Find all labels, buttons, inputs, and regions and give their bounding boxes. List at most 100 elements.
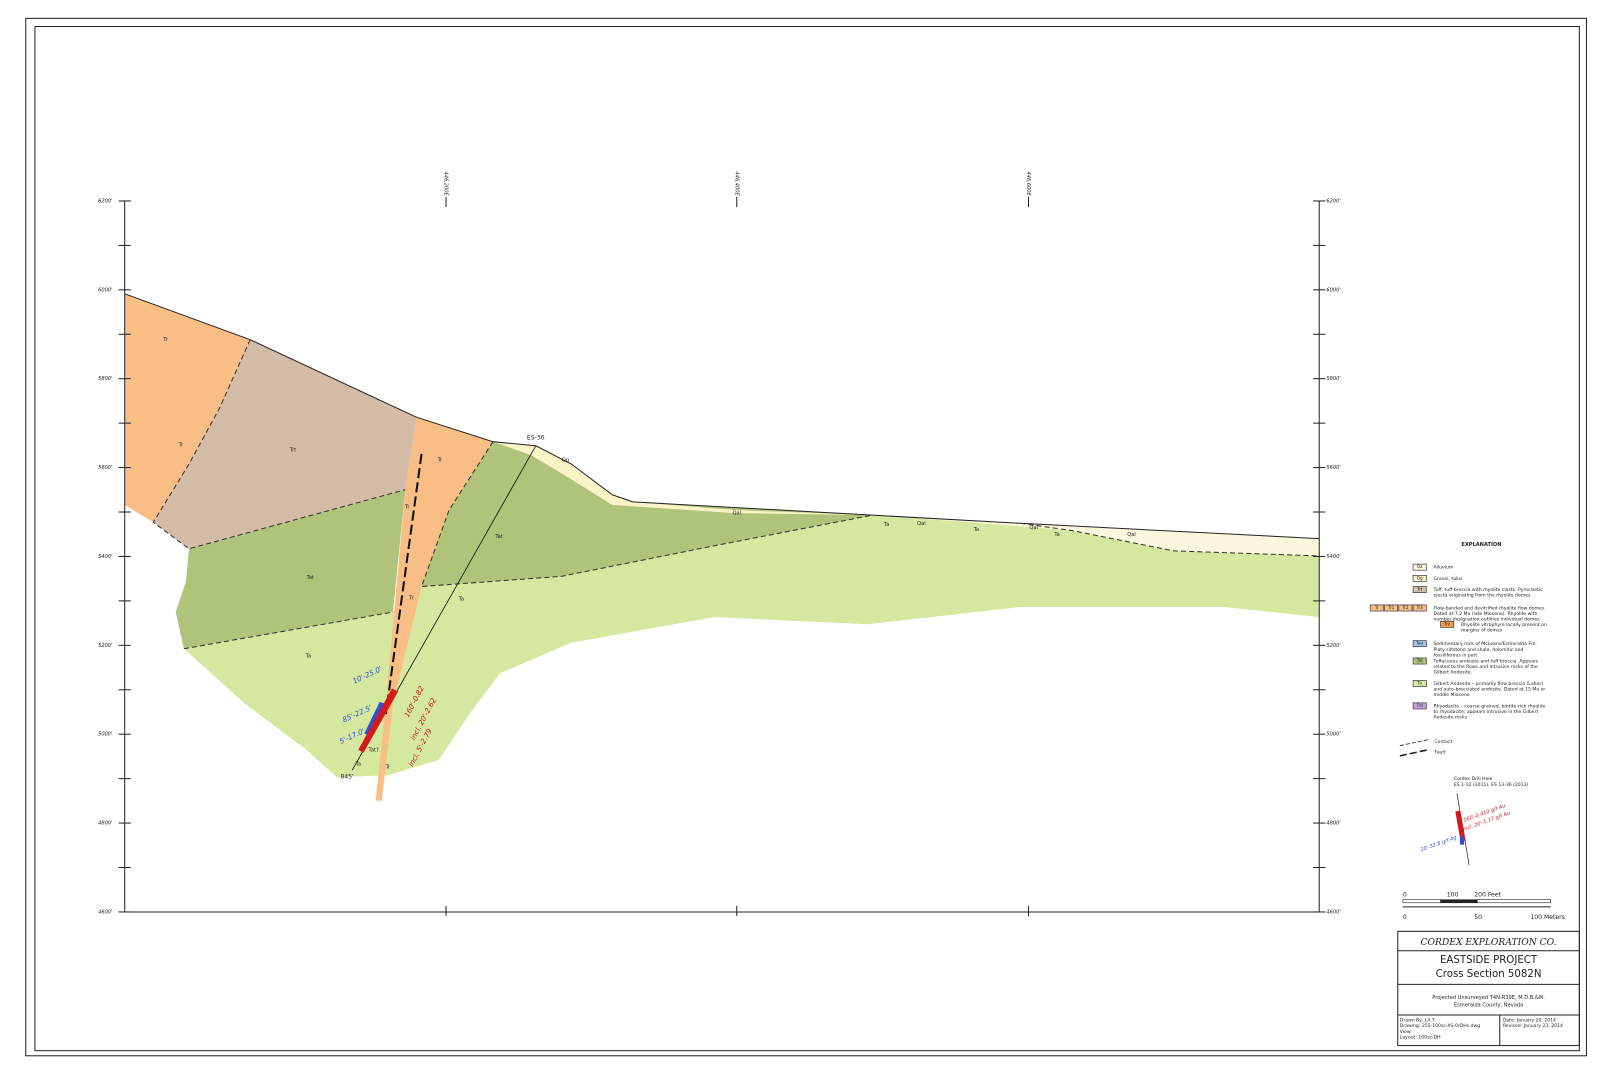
legend-text: to rhyodacite; appears intrusive in the … [1433,709,1538,715]
unit-label: Ta [458,596,464,602]
legend-code: Qg [1417,575,1423,580]
unit-trt [153,339,417,549]
legend-swatch [1369,604,1384,612]
contact [183,611,394,650]
unit-label: Qal [1029,525,1038,531]
unit-tat-right [421,441,873,587]
geology [124,293,1320,801]
elev-label: 6200' [98,198,112,204]
legend-text: Gilbert Andesite. [1433,670,1471,676]
elev-label: 5000' [98,732,112,738]
unit-label: Qg [562,458,569,464]
unit-label: Tat? [368,747,379,753]
legend-swatch [1412,680,1427,687]
legend-swatch [1412,702,1427,710]
elev-label: 4600' [98,909,112,915]
unit-label: Ta [973,527,979,533]
unit-label: Tr [162,337,168,343]
location: Esmeralda County, Nevada [1454,1002,1523,1008]
elev-label: 5200' [1326,643,1340,649]
elev-label: 6200' [1326,198,1340,204]
elev-label: 5400' [98,554,112,560]
outer-frame [25,17,1587,1057]
legend-line [1399,739,1429,747]
legend-text: ES 1-12 (2011), ES 13-36 (2013) [1454,782,1529,788]
elev-label: 4800' [1326,821,1340,827]
elev-label: 5200' [98,643,112,649]
legend-text: Gilbert Andesite – primarily flow brecci… [1433,681,1543,687]
date-info: Revised: January 23, 2014 [1503,1023,1563,1029]
legend-swatch [1412,575,1427,582]
elev-label: 4800' [98,821,112,827]
scale-bar [1477,899,1552,904]
easting-label: 446,400E [733,171,739,196]
scale-bar [1440,899,1478,904]
scale-label: 0 [1403,914,1407,921]
legend-text: Alluvium [1433,565,1453,571]
legend-line [1399,748,1429,757]
legend-code: Tat [1416,658,1423,663]
scale-label: 100 [1447,892,1459,899]
unit-label: Qal [732,511,741,517]
elev-label: 5000' [1326,732,1340,738]
drill-hole-name: ES-36 [527,435,545,442]
legend-text: Contact [1434,739,1452,745]
legend-code: Tr1 [1387,605,1395,610]
legend-text: Fault [1434,749,1445,755]
legend-assay [1459,836,1465,845]
unit-ta [183,515,1320,778]
unit-tr-dike [375,417,493,801]
unit-label: Ta [355,762,361,768]
elev-label: 5800' [98,376,112,382]
section: Cross Section 5082N [1436,969,1542,980]
elev-label: 5800' [1326,376,1340,382]
drawn-info: Drawn By: J.A.T. [1400,1018,1436,1024]
legend-title: EXPLANATION [1461,542,1501,548]
elev-label: 6000' [1326,287,1340,293]
easting-label: 446,200E [443,171,449,196]
project: EASTSIDE PROJECT [1440,955,1538,966]
legend-text: margins of domes [1461,627,1503,633]
legend-assay [1455,810,1466,842]
legend-text: related to the flows and intrusive rocks… [1433,664,1538,670]
unit-label: Ta [1053,532,1059,538]
drawn-info: Drawing: 255-100sc-XS-0rDHs.dwg [1400,1023,1480,1029]
unit-label: Tat [494,534,502,540]
elev-label: 5600' [98,465,112,471]
scale-label: 100 Meters [1530,914,1564,921]
legend-text: Cordex Drill Hole [1454,776,1493,782]
inner-frame [34,26,1580,1052]
unit-label: Tr [408,595,414,601]
legend-text: fossiliferous in part [1433,652,1477,658]
assay-red [358,688,399,753]
legend-code: Trv [1443,621,1451,626]
scale-label: 200 Feet [1474,892,1501,899]
scale-label: 50 [1474,914,1482,921]
legend-text: number designation outlines individual d… [1433,617,1540,623]
legend-swatch [1412,604,1427,612]
unit-label: Tr [385,765,391,771]
legend-code: Tau [1415,641,1423,646]
elev-label: 6000' [98,287,112,293]
legend-sample: 20'-32.8 g/t Ag [1420,835,1458,854]
legend-text: Rhyodacite – coarse-grained, biotite-ric… [1433,703,1545,709]
unit-tat-left [175,489,406,649]
contact [1020,522,1320,557]
legend-code: Qa [1417,564,1423,569]
legend-text: Flow-banded and devitrified rhyolite flo… [1433,605,1545,611]
legend-swatch [1412,586,1427,593]
unit-label: Qal [917,521,926,527]
legend-swatch [1440,620,1455,628]
legend-code: Tr2 [1401,605,1409,610]
scale-label: 0 [1403,892,1407,899]
unit-qg [492,441,873,516]
legend-text: Dated at 7.2 Ma (late Miocene). Rhyolite… [1433,611,1537,617]
unit-label: Tr [404,504,410,510]
legend-text: Andesite rocks [1433,715,1467,721]
unit-qal [872,515,1320,556]
location: Projected Unsurveyed T4N-R39E, M.D.B.&M. [1432,995,1545,1001]
title-block [1397,930,1580,1047]
elev-label: 4600' [1326,909,1340,915]
unit-label: Qal [1127,532,1136,538]
